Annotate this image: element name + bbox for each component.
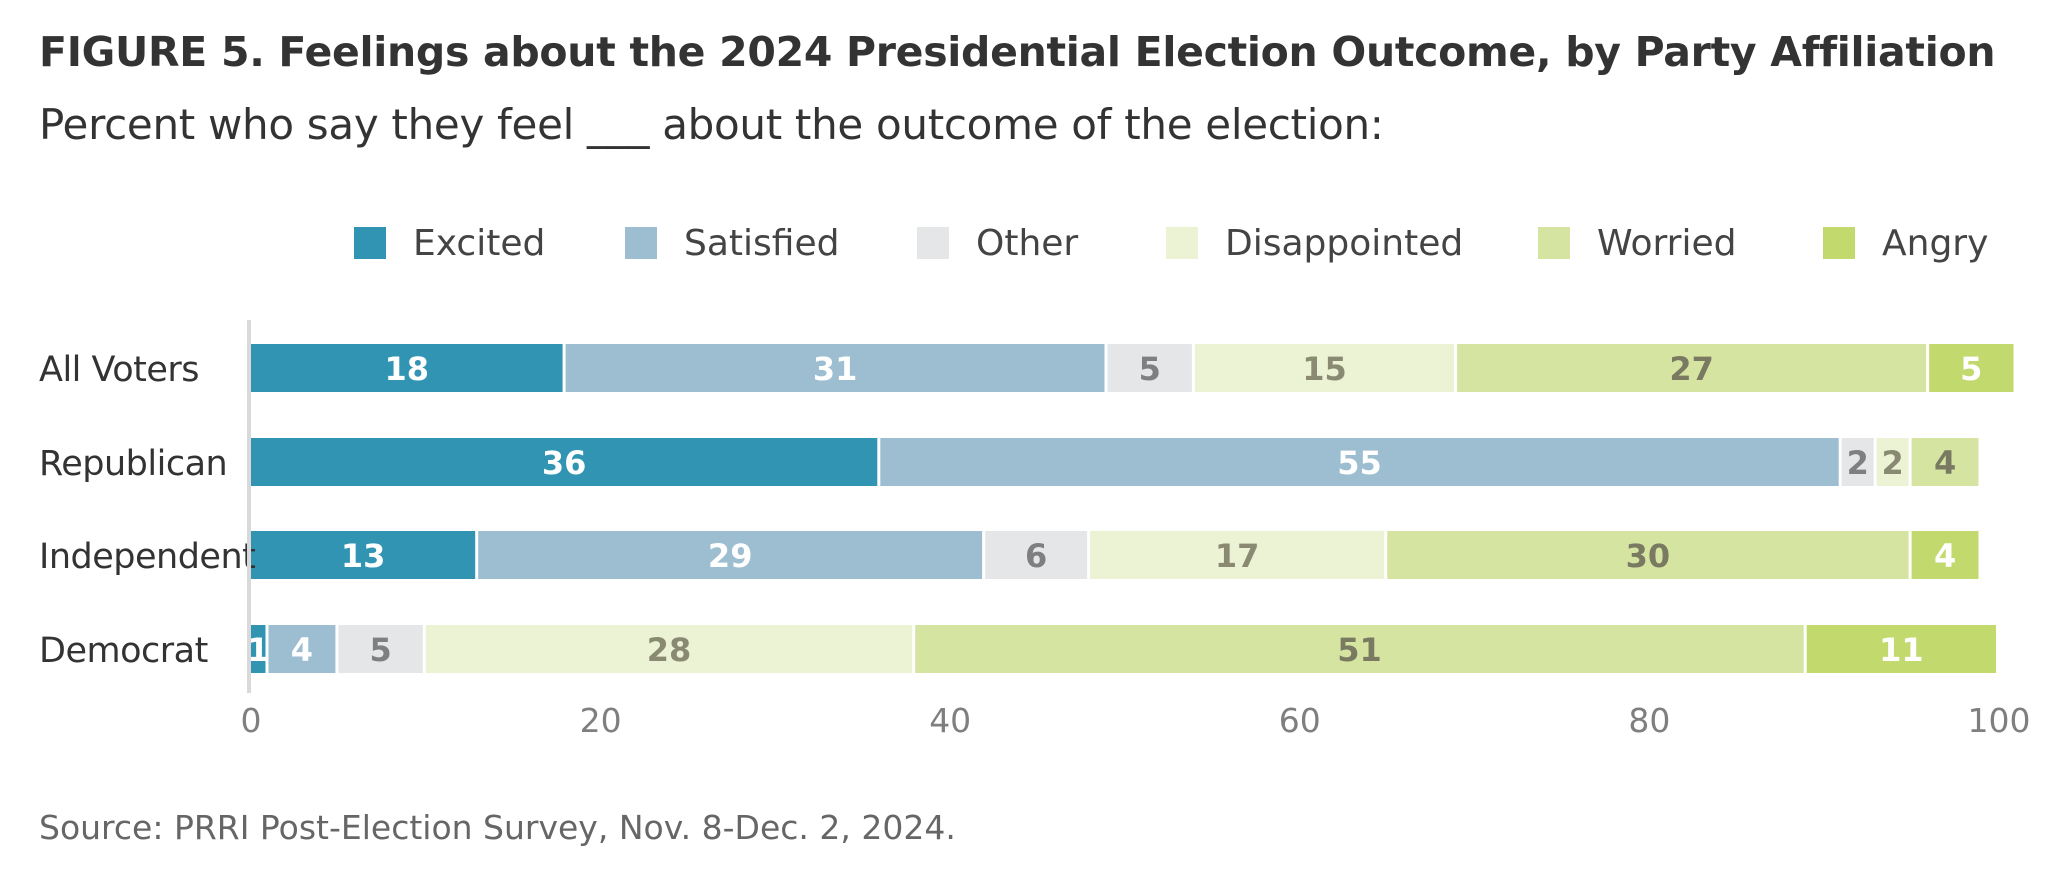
bar-independent-disappointed bbox=[1090, 531, 1385, 579]
x-tick-label: 20 bbox=[580, 701, 622, 740]
data-label: 18 bbox=[385, 350, 430, 388]
data-label: 2 bbox=[1881, 444, 1903, 482]
legend-label-excited: Excited bbox=[413, 223, 545, 264]
bar-democrat-worried bbox=[915, 625, 1804, 673]
x-tick-label: 80 bbox=[1628, 701, 1670, 740]
data-label: 31 bbox=[813, 350, 858, 388]
data-label: 17 bbox=[1215, 537, 1260, 575]
x-tick-label: 0 bbox=[241, 701, 262, 740]
legend-label-disappointed: Disappointed bbox=[1225, 223, 1463, 264]
bar-independent-other bbox=[985, 531, 1088, 579]
chart-subtitle: Percent who say they feel ___ about the … bbox=[39, 100, 1384, 149]
bar-republican-satisfied bbox=[880, 438, 1839, 486]
legend-swatch-worried bbox=[1538, 227, 1570, 259]
data-label: 51 bbox=[1337, 631, 1382, 669]
bar-independent-satisfied bbox=[478, 531, 983, 579]
data-label: 55 bbox=[1337, 444, 1382, 482]
data-label: 5 bbox=[1960, 350, 1982, 388]
bar-independent-angry bbox=[1911, 531, 1979, 579]
bar-democrat-angry bbox=[1806, 625, 1996, 673]
bars-area: 18 31 5 15 27 536 55 2 2 413 29 6 17 30 41 4 5 28 51 11 bbox=[247, 344, 2014, 673]
bar-independent-worried bbox=[1387, 531, 1909, 579]
bar-all-voters-disappointed bbox=[1194, 344, 1455, 392]
legend-label-other: Other bbox=[976, 223, 1078, 264]
legend-swatch-angry bbox=[1823, 227, 1855, 259]
chart-title: FIGURE 5. Feelings about the 2024 Presid… bbox=[39, 28, 1996, 76]
data-label: 4 bbox=[291, 631, 313, 669]
category-label: Independent bbox=[39, 537, 255, 577]
data-label: 4 bbox=[1934, 444, 1956, 482]
bar-all-voters-excited bbox=[251, 344, 563, 392]
data-label: 13 bbox=[341, 537, 386, 575]
legend-label-angry: Angry bbox=[1882, 223, 1988, 264]
bar-republican-worried bbox=[1911, 438, 1979, 486]
legend-swatch-excited bbox=[354, 227, 386, 259]
x-tick-label: 60 bbox=[1279, 701, 1321, 740]
source-note: Source: PRRI Post-Election Survey, Nov. … bbox=[39, 808, 956, 847]
bar-all-voters-satisfied bbox=[565, 344, 1105, 392]
data-label: 1 bbox=[247, 631, 269, 669]
data-label: 15 bbox=[1302, 350, 1347, 388]
category-label: Republican bbox=[39, 444, 227, 484]
bar-republican-other bbox=[1841, 438, 1874, 486]
data-label: 5 bbox=[369, 631, 391, 669]
data-label: 28 bbox=[647, 631, 692, 669]
legend: Excited Satisfied Other Disappointed Worried… bbox=[354, 223, 1988, 264]
data-label: 36 bbox=[542, 444, 587, 482]
data-label: 5 bbox=[1139, 350, 1161, 388]
x-axis: 0 20 40 60 80 100 bbox=[241, 320, 2031, 740]
category-labels: All Voters Republican Independent Democrat bbox=[39, 350, 256, 671]
data-label: 11 bbox=[1879, 631, 1924, 669]
bar-democrat-other bbox=[338, 625, 423, 673]
data-label: 30 bbox=[1626, 537, 1671, 575]
category-label: All Voters bbox=[39, 350, 199, 390]
bar-republican-excited bbox=[251, 438, 878, 486]
bar-all-voters-worried bbox=[1457, 344, 1927, 392]
data-label: 2 bbox=[1847, 444, 1869, 482]
category-label: Democrat bbox=[39, 631, 208, 671]
data-label: 6 bbox=[1025, 537, 1047, 575]
legend-swatch-disappointed bbox=[1166, 227, 1198, 259]
legend-swatch-satisfied bbox=[625, 227, 657, 259]
bar-all-voters-angry bbox=[1929, 344, 2014, 392]
data-label: 29 bbox=[708, 537, 753, 575]
legend-label-worried: Worried bbox=[1597, 223, 1736, 264]
data-label: 4 bbox=[1934, 537, 1956, 575]
data-label: 27 bbox=[1669, 350, 1714, 388]
bar-republican-disappointed bbox=[1876, 438, 1909, 486]
x-tick-label: 40 bbox=[929, 701, 971, 740]
bar-democrat-excited bbox=[251, 625, 266, 673]
bar-independent-excited bbox=[251, 531, 476, 579]
bar-democrat-disappointed bbox=[425, 625, 913, 673]
legend-label-satisfied: Satisfied bbox=[684, 223, 839, 264]
legend-swatch-other bbox=[917, 227, 949, 259]
bar-all-voters-other bbox=[1107, 344, 1192, 392]
bar-democrat-satisfied bbox=[268, 625, 336, 673]
x-tick-label: 100 bbox=[1968, 701, 2031, 740]
